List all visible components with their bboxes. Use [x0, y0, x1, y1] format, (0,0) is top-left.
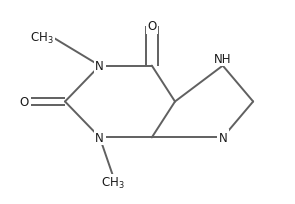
Text: CH: CH — [36, 32, 53, 45]
Text: O: O — [147, 20, 156, 33]
Text: N: N — [95, 131, 104, 144]
Text: N: N — [95, 60, 104, 73]
Text: $\mathregular{CH_3}$: $\mathregular{CH_3}$ — [101, 175, 124, 191]
Text: O: O — [20, 95, 29, 109]
Text: N: N — [218, 131, 227, 144]
Text: NH: NH — [214, 52, 232, 65]
Text: $\mathregular{CH_3}$: $\mathregular{CH_3}$ — [30, 31, 53, 46]
